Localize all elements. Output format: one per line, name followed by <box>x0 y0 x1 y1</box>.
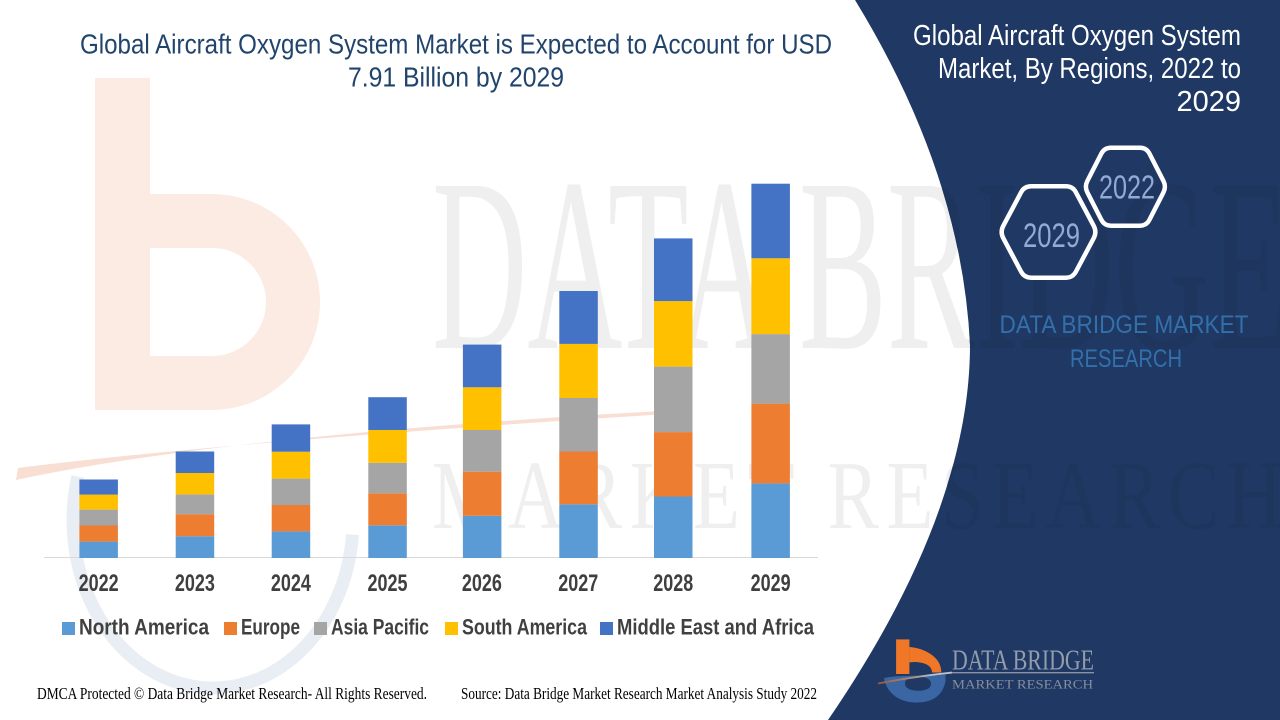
svg-text:2027: 2027 <box>558 570 598 597</box>
svg-text:2025: 2025 <box>368 570 408 597</box>
svg-text:Middle East and Africa: Middle East and Africa <box>617 615 815 640</box>
svg-text:DATA BRIDGE: DATA BRIDGE <box>952 646 1094 677</box>
svg-text:Market, By Regions, 2022 to: Market, By Regions, 2022 to <box>938 53 1241 85</box>
svg-text:South America: South America <box>462 615 588 640</box>
svg-text:2029: 2029 <box>1023 217 1080 255</box>
svg-text:2028: 2028 <box>653 570 693 597</box>
svg-text:2023: 2023 <box>175 570 215 597</box>
svg-text:North America: North America <box>79 615 210 640</box>
svg-text:Global Aircraft Oxygen System: Global Aircraft Oxygen System <box>913 20 1241 52</box>
svg-text:7.91 Billion by 2029: 7.91 Billion by 2029 <box>348 62 564 93</box>
svg-text:Global Aircraft Oxygen System: Global Aircraft Oxygen System Market is … <box>80 29 832 60</box>
svg-text:Source: Data Bridge Market Res: Source: Data Bridge Market Research Mark… <box>461 684 817 703</box>
svg-text:DMCA Protected © Data Bridge M: DMCA Protected © Data Bridge Market Rese… <box>37 684 427 703</box>
svg-text:DATA BRIDGE MARKET: DATA BRIDGE MARKET <box>1000 311 1249 339</box>
svg-text:2026: 2026 <box>462 570 502 597</box>
svg-text:2022: 2022 <box>1099 169 1155 206</box>
svg-text:Asia Pacific: Asia Pacific <box>331 615 429 640</box>
svg-text:2022: 2022 <box>79 570 119 597</box>
svg-text:2029: 2029 <box>751 570 791 597</box>
svg-text:2029: 2029 <box>1176 86 1241 118</box>
svg-text:Europe: Europe <box>241 615 300 640</box>
svg-text:MARKET RESEARCH: MARKET RESEARCH <box>952 678 1093 692</box>
svg-text:RESEARCH: RESEARCH <box>1070 345 1182 373</box>
svg-text:2024: 2024 <box>271 570 311 597</box>
